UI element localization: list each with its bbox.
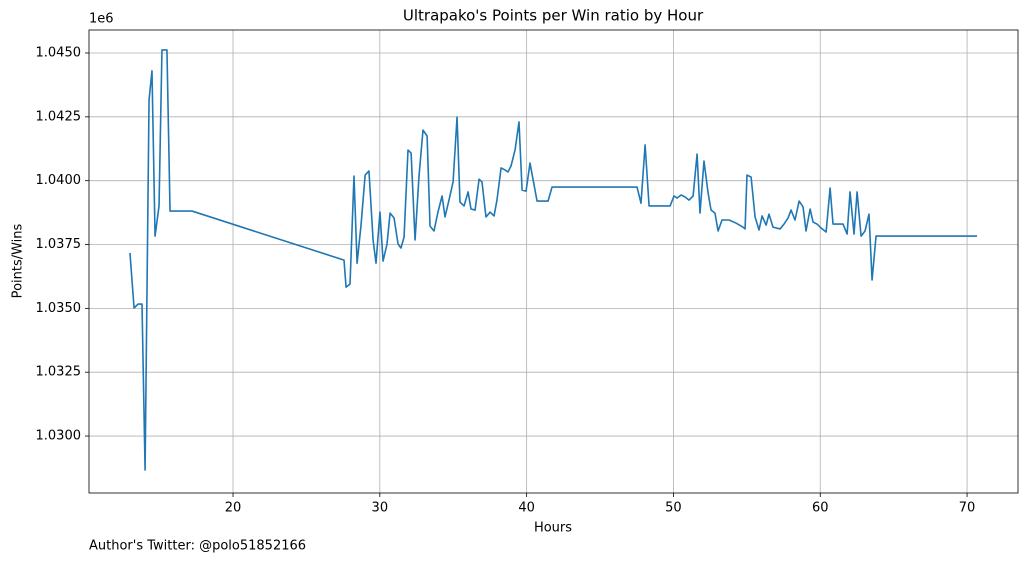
x-tick-label: 60 — [812, 501, 829, 516]
x-tick-label: 50 — [665, 501, 682, 516]
x-tick-label: 70 — [959, 501, 976, 516]
y-tick-label: 1.0450 — [36, 45, 82, 60]
y-tick-label: 1.0325 — [36, 365, 82, 380]
y-tick-label: 1.0425 — [36, 109, 82, 124]
y-tick-label: 1.0375 — [36, 237, 82, 252]
axes-frame — [88, 29, 1019, 494]
data-line — [129, 49, 978, 471]
x-tick-label: 20 — [225, 501, 242, 516]
y-axis-label: Points/Wins — [11, 223, 26, 298]
x-tick-label: 40 — [518, 501, 535, 516]
y-tick-label: 1.0400 — [36, 173, 82, 188]
footnote: Author's Twitter: @polo51852166 — [89, 539, 306, 554]
y-offset-label: 1e6 — [89, 12, 114, 27]
x-axis-label: Hours — [534, 521, 572, 536]
plot-area: 20 30 40 50 60 70 1.0300 1.0325 1.0350 1.0375 1.04… — [36, 29, 1019, 516]
y-tick-label: 1.0300 — [36, 429, 82, 444]
x-tick-label: 30 — [372, 501, 389, 516]
chart-title: Ultrapako's Points per Win ratio by Hour — [403, 7, 704, 25]
y-tick-label: 1.0350 — [36, 301, 82, 316]
